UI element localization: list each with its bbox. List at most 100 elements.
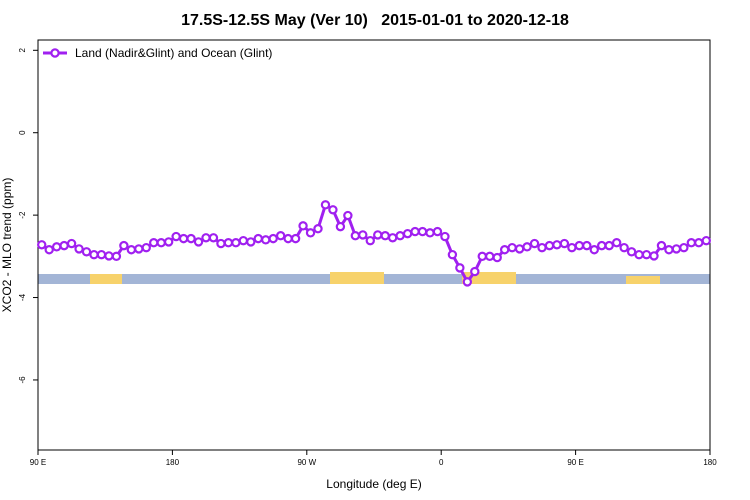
- land-patch: [626, 276, 660, 284]
- x-tick-label: 90 E: [30, 458, 46, 467]
- y-tick-label: -2: [18, 211, 27, 219]
- land-patch: [90, 274, 122, 284]
- data-point: [514, 244, 525, 254]
- land-patch: [330, 272, 384, 284]
- data-point: [656, 240, 667, 251]
- data-point: [597, 240, 607, 251]
- data-point: [81, 247, 92, 257]
- data-point: [149, 238, 159, 248]
- data-point: [477, 251, 487, 262]
- data-point: [485, 251, 495, 262]
- data-point: [470, 266, 480, 277]
- data-point: [611, 238, 622, 248]
- data-point: [574, 240, 585, 251]
- data-point: [567, 242, 577, 253]
- data-point: [544, 240, 555, 251]
- data-point: [604, 240, 614, 251]
- data-point: [701, 235, 711, 246]
- data-point: [51, 242, 62, 252]
- data-point: [395, 231, 405, 241]
- legend-label: Land (Nadir&Glint) and Ocean (Glint): [75, 46, 272, 60]
- data-point: [447, 249, 458, 260]
- data-point: [455, 263, 465, 273]
- data-point: [261, 235, 271, 245]
- data-point: [499, 245, 510, 255]
- data-point: [290, 233, 301, 244]
- data-point: [425, 228, 435, 238]
- data-point: [111, 251, 122, 262]
- data-point: [559, 238, 570, 249]
- data-point: [694, 238, 704, 248]
- data-point: [305, 228, 316, 238]
- data-point: [119, 240, 129, 251]
- data-point: [134, 244, 144, 254]
- data-point: [156, 238, 166, 248]
- data-point: [44, 245, 54, 255]
- data-point: [238, 235, 249, 246]
- data-point: [373, 230, 383, 240]
- chart-title: 17.5S-12.5S May (Ver 10) 2015-01-01 to 2…: [181, 12, 569, 29]
- data-point: [686, 238, 697, 248]
- land-ocean-strip: [38, 272, 710, 284]
- x-axis-label: Longitude (deg E): [326, 477, 421, 491]
- data-point: [171, 231, 181, 242]
- data-point: [246, 237, 256, 247]
- data-point: [313, 224, 323, 234]
- data-point: [193, 237, 204, 247]
- data-point: [74, 244, 84, 254]
- data-point: [223, 238, 234, 248]
- data-point: [537, 242, 547, 253]
- data-point: [679, 242, 689, 253]
- data-point: [66, 238, 77, 249]
- data-point: [350, 231, 361, 241]
- data-point: [440, 231, 450, 242]
- data-point: [208, 233, 219, 243]
- data-point: [253, 233, 263, 244]
- data-point: [522, 242, 532, 252]
- data-point: [343, 210, 353, 221]
- data-point: [268, 233, 278, 244]
- data-point: [320, 200, 331, 210]
- x-tick-label: 180: [703, 458, 717, 467]
- x-tick-label: 90 E: [567, 458, 583, 467]
- y-tick-label: -6: [18, 376, 27, 384]
- data-point: [163, 237, 174, 247]
- data-point: [216, 238, 226, 249]
- data-point: [358, 230, 368, 240]
- data-point: [552, 240, 562, 250]
- data-point: [231, 238, 241, 248]
- data-point: [582, 240, 592, 251]
- data-point: [328, 205, 338, 215]
- data-point: [37, 240, 47, 250]
- data-point: [186, 233, 196, 244]
- data-point: [96, 249, 107, 260]
- data-point: [492, 252, 502, 263]
- data-point: [126, 245, 137, 255]
- legend-marker: [50, 48, 60, 58]
- data-point: [335, 221, 346, 232]
- data-point: [201, 233, 211, 243]
- y-axis-label: XCO2 - MLO trend (ppm): [0, 178, 14, 313]
- data-point: [410, 226, 420, 237]
- data-point: [387, 233, 398, 243]
- data-point: [89, 249, 99, 260]
- data-point: [649, 251, 659, 261]
- x-tick-label: 180: [166, 458, 180, 467]
- data-point: [417, 226, 428, 237]
- data-point: [380, 231, 390, 241]
- data-point: [432, 226, 443, 237]
- data-point: [59, 240, 69, 251]
- data-point: [141, 242, 151, 253]
- data-point: [664, 245, 674, 255]
- data-point: [402, 228, 413, 239]
- data-point: [589, 245, 599, 255]
- y-tick-label: 0: [18, 130, 27, 135]
- data-point: [298, 221, 308, 231]
- data-point: [283, 233, 293, 244]
- data-point: [507, 242, 517, 253]
- y-tick-label: 2: [18, 48, 27, 53]
- data-point: [641, 249, 652, 260]
- data-point: [634, 249, 644, 260]
- data-point: [365, 235, 375, 246]
